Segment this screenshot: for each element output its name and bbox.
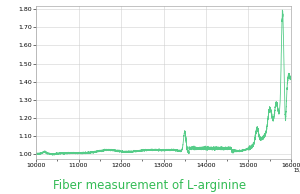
Text: Fiber measurement of L-arginine: Fiber measurement of L-arginine xyxy=(53,179,247,192)
Text: 15,7nm: 15,7nm xyxy=(294,168,300,173)
